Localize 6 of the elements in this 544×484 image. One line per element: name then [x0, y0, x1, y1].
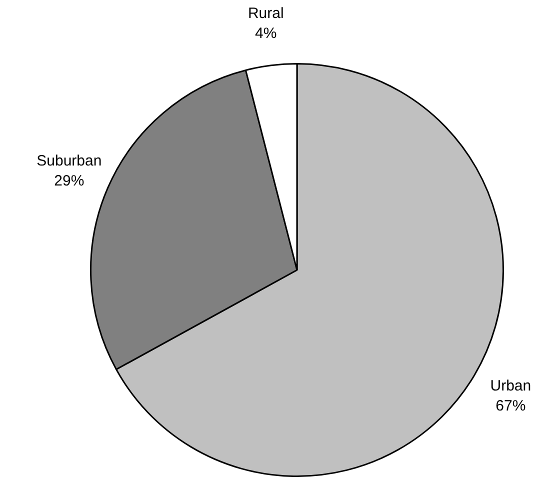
data-label: 4% — [255, 24, 277, 42]
data-label: 29% — [54, 172, 84, 190]
slice-label: Suburban — [36, 152, 102, 170]
slice-label: Urban — [490, 378, 532, 395]
data-label: 67% — [496, 398, 526, 415]
slice-label: Rural — [248, 4, 284, 22]
